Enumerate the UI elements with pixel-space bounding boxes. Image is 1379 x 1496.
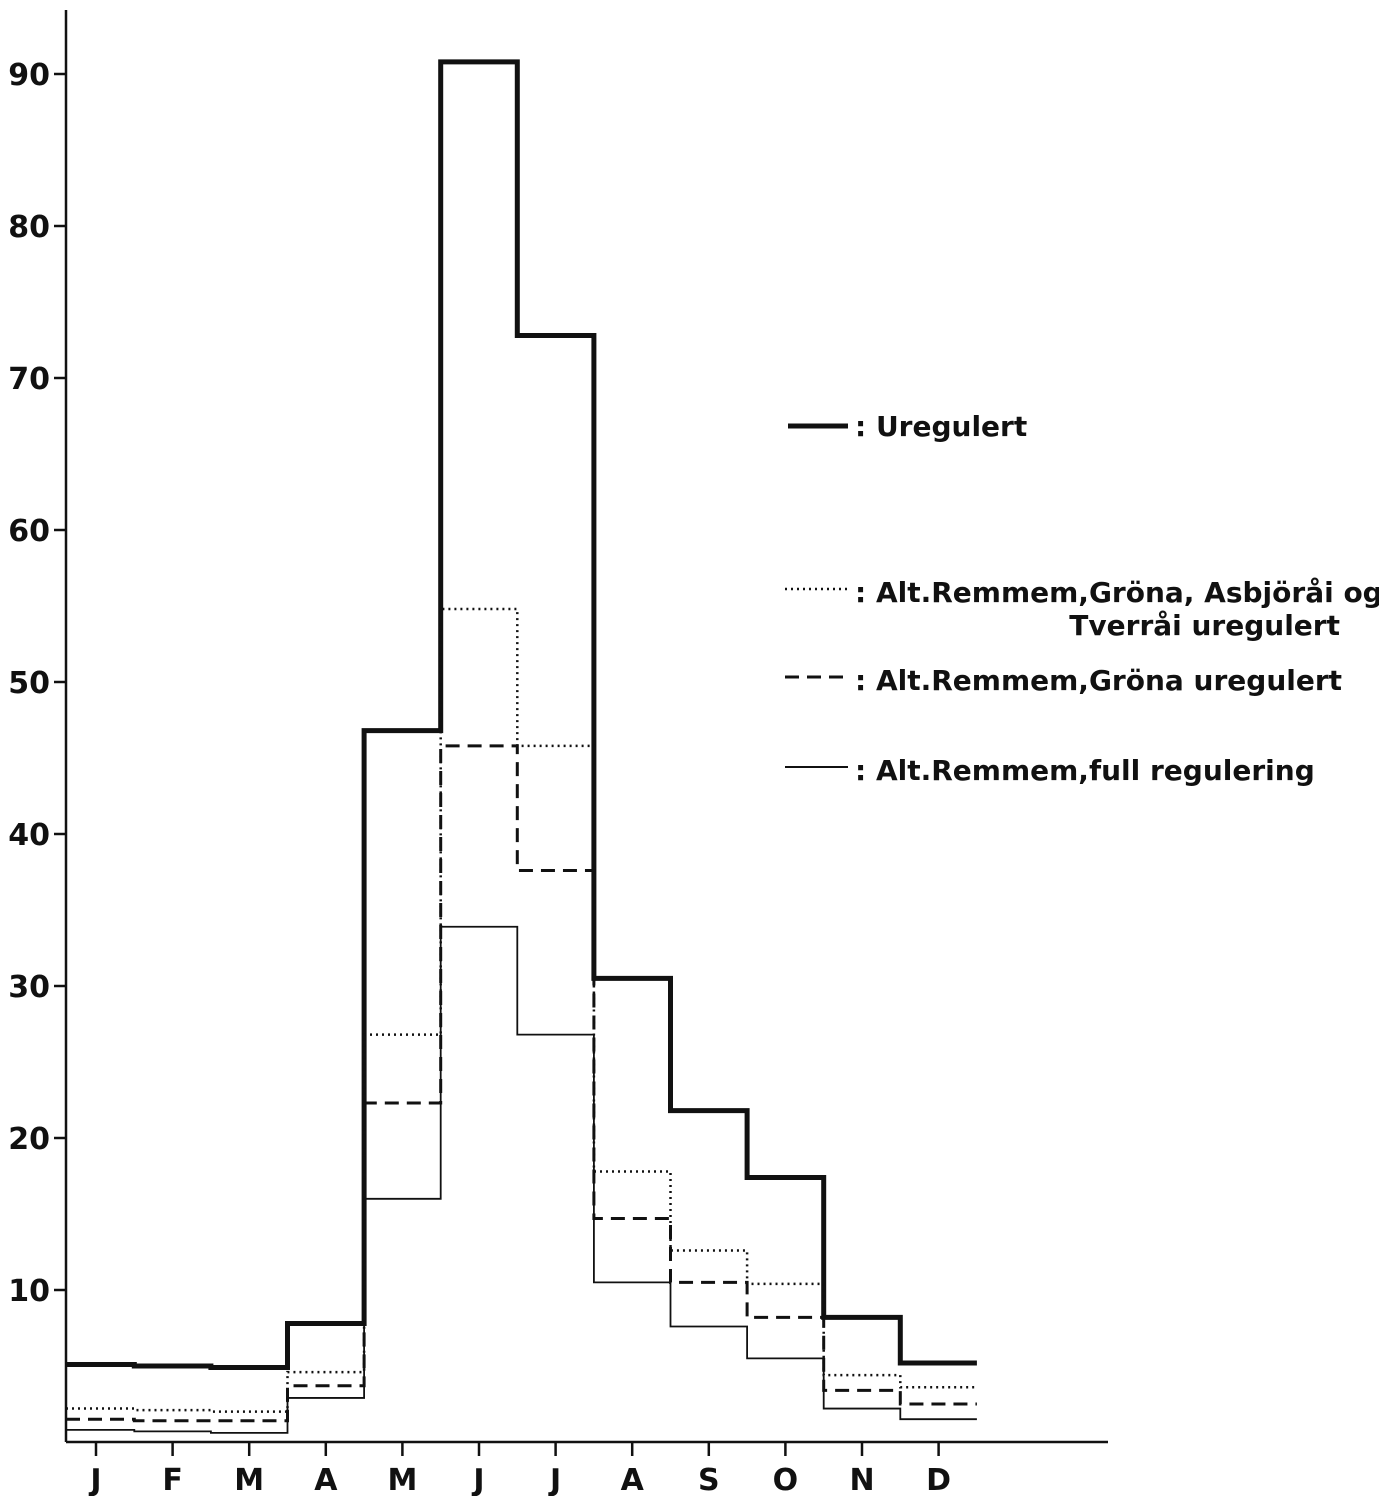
- y-tick-label-80: 80: [8, 210, 50, 245]
- y-tick-label-50: 50: [8, 666, 50, 701]
- x-tick-label-4: M: [387, 1463, 417, 1496]
- y-tick-label-60: 60: [8, 514, 50, 549]
- x-tick-label-9: O: [773, 1463, 799, 1496]
- y-tick-label-30: 30: [8, 970, 50, 1005]
- y-tick-label-10: 10: [8, 1274, 50, 1309]
- y-tick-label-20: 20: [8, 1122, 50, 1157]
- series-line-3: [66, 925, 977, 1434]
- legend-label-alt-gronaa-asbjoraai-line2: Tverråi uregulert: [1069, 609, 1340, 642]
- series-layer: [66, 59, 977, 1434]
- y-ticks: 10 20 30 40 50 60 70 80 90: [8, 58, 66, 1309]
- series-line-1: [66, 607, 977, 1413]
- x-tick-label-5: J: [471, 1463, 484, 1496]
- y-tick-label-70: 70: [8, 362, 50, 397]
- x-tick-label-11: D: [926, 1463, 951, 1496]
- x-tick-label-2: M: [234, 1463, 264, 1496]
- axes: [64, 10, 1108, 1444]
- x-tick-label-1: F: [162, 1463, 183, 1496]
- legend-label-uregulert: : Uregulert: [855, 410, 1027, 443]
- x-tick-label-0: J: [88, 1463, 101, 1496]
- legend-label-alt-gronaa: : Alt.Remmem,Gröna uregulert: [855, 664, 1342, 697]
- x-tick-label-8: S: [698, 1463, 720, 1496]
- legend-label-alt-gronaa-asbjoraai: : Alt.Remmem,Gröna, Asbjöråi og: [855, 576, 1379, 609]
- x-tick-label-3: A: [314, 1463, 338, 1496]
- x-tick-label-6: J: [548, 1463, 561, 1496]
- y-tick-label-90: 90: [8, 58, 50, 93]
- y-tick-label-40: 40: [8, 818, 50, 853]
- x-tick-label-10: N: [849, 1463, 874, 1496]
- legend-label-alt-full: : Alt.Remmem,full regulering: [855, 754, 1315, 787]
- x-tick-label-7: A: [621, 1463, 645, 1496]
- legend: : Uregulert : Alt.Remmem,Gröna, Asbjöråi…: [785, 410, 1379, 787]
- series-line-2: [66, 744, 977, 1423]
- series-line-0: [66, 59, 977, 1371]
